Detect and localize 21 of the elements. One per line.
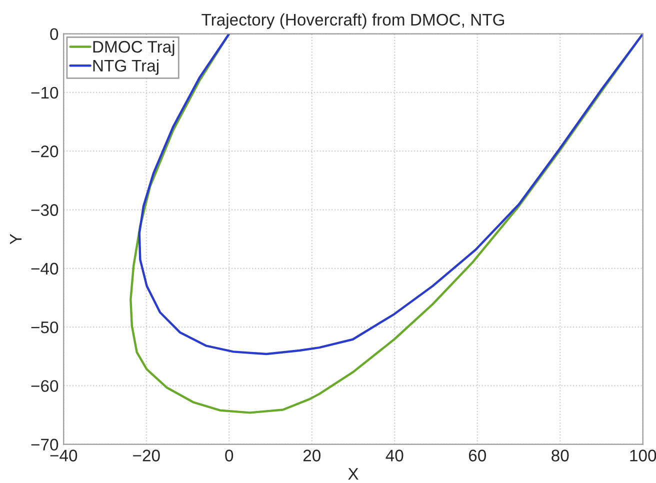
x-tick-label: −20	[133, 450, 160, 462]
y-tick-label: −20	[31, 146, 58, 158]
y-tick-label: −10	[31, 86, 58, 99]
y-tick-label: −50	[31, 321, 58, 334]
x-tick-label: 60	[468, 450, 486, 462]
y-tick-label: −30	[31, 204, 58, 216]
x-tick-label: 40	[386, 450, 404, 462]
chart-title: Trajectory (Hovercraft) from DMOC, NTG	[202, 13, 504, 29]
y-tick-label: −70	[31, 438, 58, 451]
legend-label: NTG Traj	[93, 59, 158, 75]
y-tick-label: −60	[31, 380, 58, 392]
x-axis-title: X	[348, 468, 358, 480]
x-tick-label: 80	[552, 450, 569, 462]
x-tick-label: 0	[225, 450, 234, 462]
x-tick-label: 100	[630, 450, 656, 462]
legend-label: DMOC Traj	[93, 40, 174, 56]
y-tick-label: −40	[31, 262, 58, 275]
y-axis-title: Y	[10, 234, 22, 244]
x-tick-label: −40	[50, 450, 78, 462]
y-tick-label: 0	[50, 28, 58, 40]
x-tick-label: 20	[303, 450, 320, 462]
